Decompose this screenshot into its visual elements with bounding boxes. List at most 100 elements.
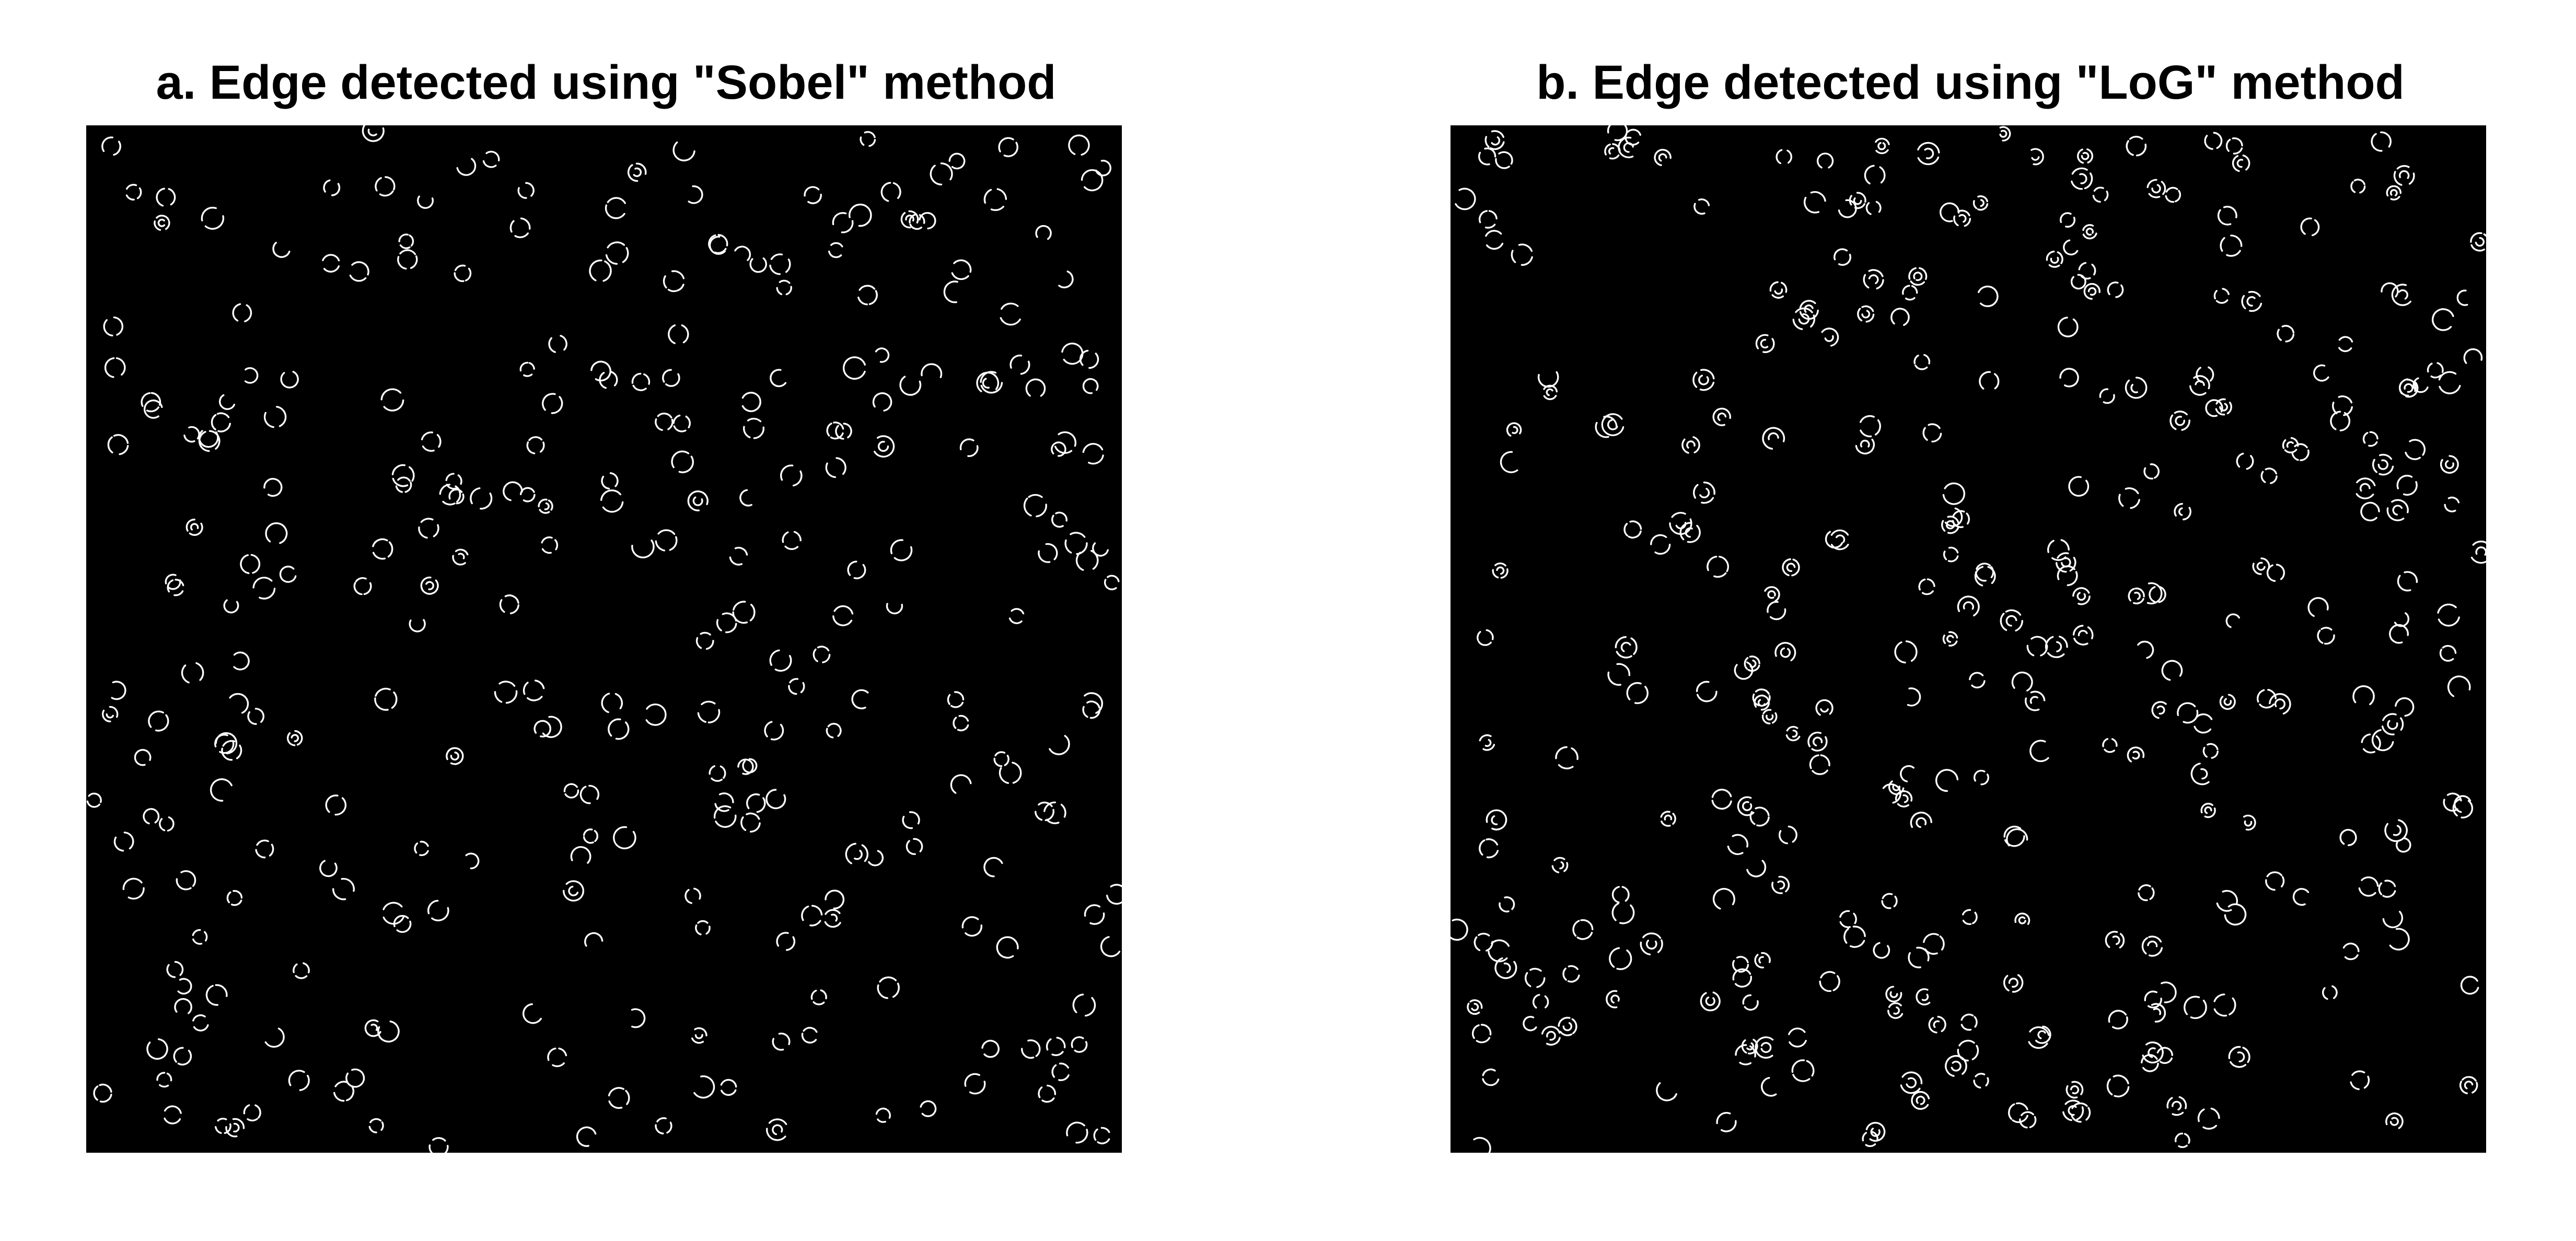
edge-fragment — [1004, 755, 1009, 766]
edge-fragment — [800, 682, 805, 694]
edge-fragment — [919, 214, 925, 224]
edge-fragment — [1546, 1037, 1561, 1046]
edge-fragment — [2322, 987, 2328, 1000]
edge-fragment — [1749, 655, 1760, 664]
edge-fragment — [2344, 954, 2359, 961]
edge-fragment — [2236, 452, 2244, 468]
edge-fragment — [830, 432, 844, 440]
edge-fragment — [2387, 720, 2398, 730]
edge-fragment — [1658, 153, 1667, 162]
edge-fragment — [1486, 809, 1507, 830]
edge-fragment — [981, 1039, 1000, 1058]
edge-fragment — [2148, 193, 2161, 198]
edge-fragment — [1771, 294, 1784, 299]
edge-fragment — [1917, 142, 1940, 154]
edge-fragment — [420, 518, 434, 523]
edge-fragment — [2274, 698, 2285, 710]
edge-fragment — [1028, 494, 1043, 498]
edge-fragment — [1106, 894, 1122, 905]
edge-fragment — [770, 253, 783, 260]
edge-fragment — [387, 541, 393, 558]
edge-fragment — [2085, 1107, 2091, 1121]
edge-fragment — [622, 247, 629, 263]
edge-fragment — [1081, 169, 1104, 192]
edge-fragment — [1815, 699, 1834, 716]
edge-fragment — [667, 284, 684, 292]
edge-fragment — [1536, 977, 1546, 988]
edge-fragment — [456, 493, 465, 505]
edge-fragment — [164, 1117, 181, 1125]
edge-fragment — [1562, 1022, 1572, 1032]
edge-fragment — [1966, 512, 1970, 525]
edge-fragment — [2014, 912, 2030, 925]
edge-fragment — [1819, 980, 1832, 992]
edge-fragment — [433, 524, 439, 537]
edge-fragment — [2338, 395, 2353, 404]
edge-fragment — [631, 372, 642, 384]
edge-fragment — [920, 1100, 937, 1117]
edge-fragment — [125, 194, 135, 201]
edge-fragment — [2427, 362, 2433, 373]
edge-fragment — [1615, 636, 1627, 649]
edge-fragment — [1498, 151, 1513, 165]
edge-fragment — [2233, 147, 2243, 155]
edge-fragment — [792, 470, 803, 487]
edge-fragment — [1054, 446, 1073, 454]
edge-fragment — [2011, 671, 2033, 692]
edge-fragment — [1902, 794, 1909, 803]
edge-fragment — [2138, 884, 2151, 891]
edge-fragment — [1832, 975, 1840, 991]
edge-fragment — [1732, 959, 1737, 971]
edge-fragment — [2442, 645, 2457, 654]
edge-fragment — [2184, 996, 2200, 1015]
edge-fragment — [2130, 383, 2138, 393]
edge-fragment — [2112, 1016, 2128, 1029]
edge-fragment — [331, 183, 341, 196]
edge-fragment — [1900, 765, 1915, 782]
edge-fragment — [2108, 1010, 2127, 1023]
edge-fragment — [2292, 888, 2310, 906]
edge-fragment — [420, 840, 429, 847]
edge-fragment — [740, 816, 747, 832]
edge-fragment — [1889, 991, 1898, 998]
edge-fragment — [921, 363, 943, 378]
edge-fragment — [810, 989, 817, 1000]
edge-fragment — [2028, 1041, 2048, 1049]
edge-fragment — [2359, 483, 2371, 492]
edge-fragment — [2398, 289, 2408, 300]
edge-fragment — [2174, 411, 2188, 416]
edge-fragment — [1853, 197, 1862, 205]
edge-fragment — [631, 1008, 646, 1028]
edge-fragment — [1789, 1039, 1807, 1048]
edge-fragment — [1977, 285, 1999, 307]
edge-fragment — [2169, 414, 2177, 430]
edge-fragment — [2076, 592, 2086, 601]
edge-fragment — [1948, 640, 1958, 647]
edge-fragment — [2148, 935, 2162, 943]
edge-fragment — [244, 367, 259, 384]
edge-fragment — [835, 425, 844, 440]
edge-fragment — [1107, 575, 1120, 582]
edge-fragment — [694, 1034, 703, 1039]
edge-fragment — [2160, 1057, 2173, 1064]
edge-fragment — [734, 245, 751, 261]
edge-fragment — [837, 727, 842, 737]
edge-fragment — [1035, 225, 1052, 240]
edge-fragment — [1735, 1044, 1747, 1056]
edge-fragment — [1922, 427, 1928, 441]
edge-fragment — [894, 546, 913, 561]
edge-fragment — [1830, 544, 1849, 551]
edge-fragment — [2026, 645, 2035, 657]
edge-fragment — [397, 476, 411, 482]
edge-fragment — [2193, 375, 2210, 390]
edge-fragment — [422, 446, 435, 452]
edge-fragment — [2029, 696, 2038, 704]
edge-fragment — [230, 899, 242, 906]
edge-fragment — [564, 789, 579, 799]
edge-fragment — [2243, 814, 2256, 831]
edge-fragment — [1001, 302, 1019, 310]
edge-fragment — [2281, 876, 2285, 888]
edge-fragment — [1075, 552, 1084, 571]
edge-fragment — [832, 615, 853, 626]
edge-fragment — [2078, 629, 2088, 637]
